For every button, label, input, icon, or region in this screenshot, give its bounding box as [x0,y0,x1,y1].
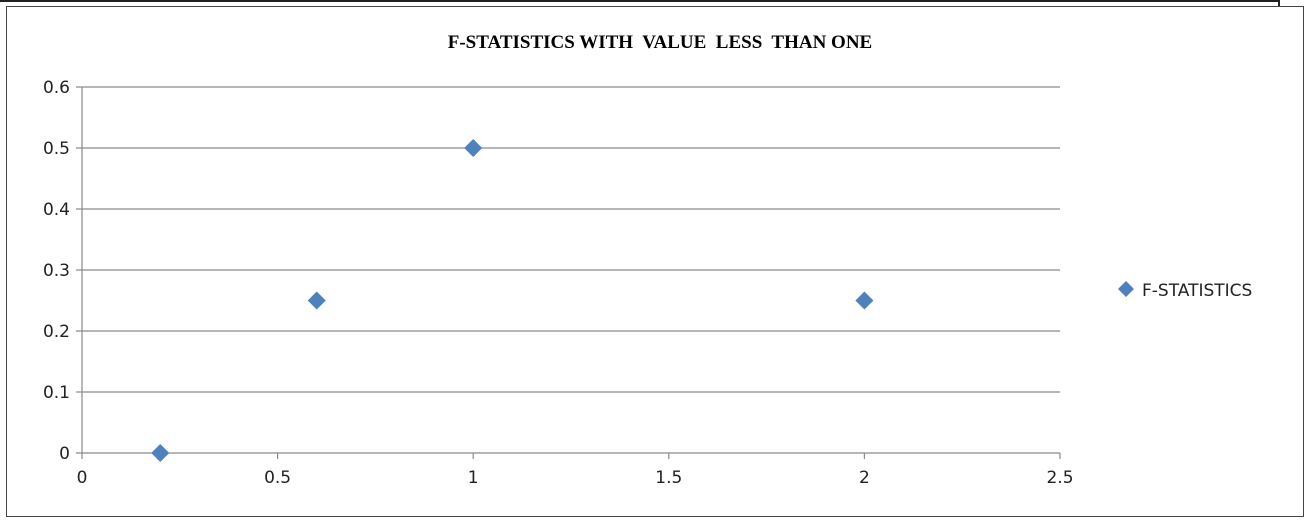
tick-labels: 0 0.1 0.2 0.3 0.4 0.5 0.6 0 0.5 1 1.5 2 2.5 [43,78,1074,488]
y-tick-label: 0 [59,444,70,464]
data-point-marker [151,444,170,462]
y-tick-label: 0.3 [43,261,70,281]
y-tick-label: 0.4 [43,200,70,220]
y-tick-label: 0.5 [43,139,70,159]
y-tick-label: 0.1 [43,383,70,403]
x-tick-label: 2 [859,468,870,488]
gridlines [82,86,1060,393]
data-point-marker [464,139,483,157]
data-points [151,139,874,462]
legend-label: F-STATISTICS [1142,281,1252,301]
chart-title: F-STATISTICS WITH VALUE LESS THAN ONE [448,32,873,53]
y-tick-label: 0.6 [43,78,70,98]
axes [76,86,1061,459]
legend: F-STATISTICS [1118,281,1252,301]
data-point-marker [855,291,874,310]
y-tick-label: 0.2 [43,322,70,342]
legend-marker-icon [1118,281,1134,297]
data-point-marker [307,291,326,310]
chart-frame [6,6,1304,517]
top-border-rule [0,0,1280,2]
x-tick-label: 2.5 [1046,468,1073,488]
x-tick-label: 0.5 [264,468,291,488]
x-tick-label: 1 [468,468,479,488]
x-tick-label: 0 [77,468,88,488]
x-tick-label: 1.5 [655,468,682,488]
